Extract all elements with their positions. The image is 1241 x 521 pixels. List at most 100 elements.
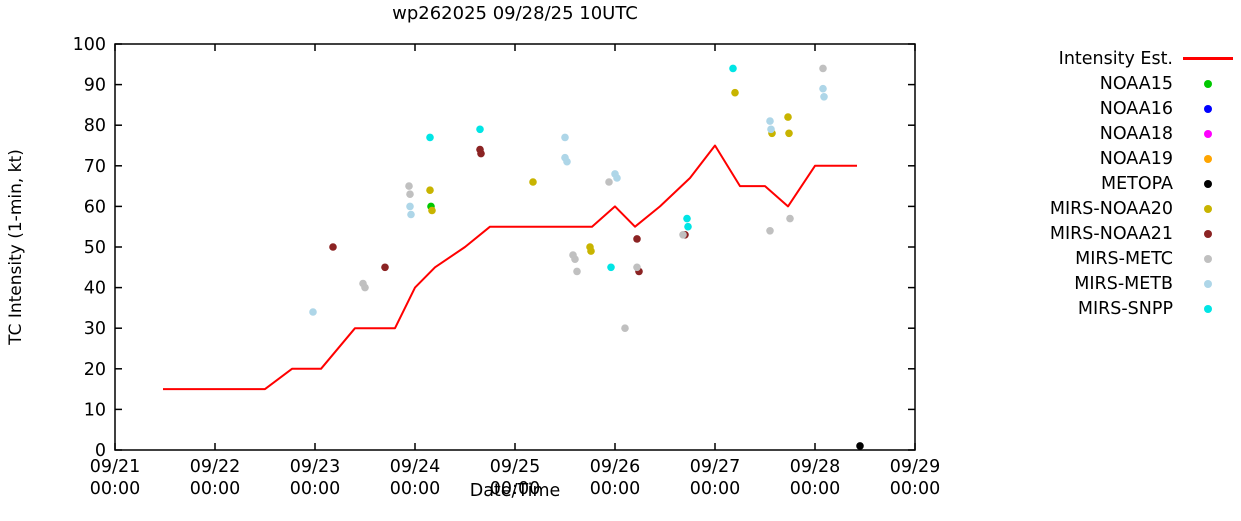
data-point-mirs-noaa20	[785, 129, 793, 138]
legend-dot-icon	[1183, 304, 1233, 313]
y-tick-label: 90	[84, 76, 106, 96]
x-tick-label: 00:00	[690, 479, 740, 499]
data-point-mirs-metc	[679, 231, 687, 239]
data-point-mirs-metb	[767, 125, 775, 134]
legend-label: MIRS-METC	[1075, 248, 1173, 269]
data-point-mirs-metb	[407, 210, 415, 219]
data-point-mirs-metc	[819, 64, 827, 73]
data-point-mirs-noaa21	[477, 149, 485, 158]
x-tick-label: 09/21	[90, 457, 140, 477]
data-point-mirs-metb	[766, 117, 774, 125]
legend-dot-icon	[1183, 229, 1233, 238]
data-point-mirs-metc	[406, 190, 414, 198]
legend-label: NOAA15	[1099, 73, 1173, 94]
data-point-mirs-metb	[309, 308, 317, 316]
legend-item-metopa: METOPA	[1050, 171, 1233, 196]
x-tick-label: 09/27	[690, 457, 740, 477]
x-tick-label: 00:00	[790, 479, 840, 499]
data-point-metopa	[856, 442, 864, 450]
data-point-mirs-noaa20	[784, 113, 792, 121]
y-tick-label: 10	[84, 400, 106, 420]
legend-item-mirs-metb: MIRS-METB	[1050, 271, 1233, 296]
x-tick-label: 09/25	[490, 457, 540, 477]
legend-dot-icon	[1183, 254, 1233, 263]
legend-label: NOAA18	[1099, 123, 1173, 144]
chart-title: wp262025 09/28/25 10UTC	[392, 3, 638, 24]
legend-item-noaa18: NOAA18	[1050, 121, 1233, 146]
legend-dot-icon	[1183, 154, 1233, 163]
x-tick-label: 00:00	[590, 479, 640, 499]
legend-item-mirs-noaa21: MIRS-NOAA21	[1050, 221, 1233, 246]
data-point-mirs-snpp	[607, 263, 615, 272]
data-point-mirs-metc	[633, 263, 641, 272]
data-point-mirs-noaa20	[529, 178, 537, 186]
legend-label: MIRS-NOAA20	[1049, 198, 1173, 219]
y-tick-label: 70	[84, 157, 106, 177]
data-point-mirs-noaa21	[381, 263, 389, 272]
data-point-mirs-metb	[613, 174, 621, 182]
legend-item-mirs-metc: MIRS-METC	[1050, 246, 1233, 271]
y-tick-label: 80	[84, 116, 106, 136]
legend-line-sample-icon	[1183, 57, 1233, 60]
data-point-mirs-metc	[405, 182, 413, 190]
legend-item-intensity-est-: Intensity Est.	[1050, 46, 1233, 71]
y-axis-label: TC Intensity (1-min, kt)	[6, 149, 26, 345]
data-point-mirs-metb	[563, 157, 571, 166]
legend-item-noaa15: NOAA15	[1050, 71, 1233, 96]
legend-label: MIRS-METB	[1074, 273, 1173, 294]
data-point-mirs-metb	[406, 202, 414, 211]
legend-dot-icon	[1183, 79, 1233, 88]
x-tick-label: 09/24	[390, 457, 440, 477]
x-tick-label: 00:00	[290, 479, 340, 499]
data-point-mirs-metc	[605, 178, 613, 186]
data-point-mirs-noaa20	[587, 247, 595, 255]
data-point-mirs-metc	[571, 255, 579, 263]
legend-item-mirs-noaa20: MIRS-NOAA20	[1050, 196, 1233, 221]
data-point-mirs-snpp	[729, 64, 737, 73]
data-point-mirs-metc	[766, 227, 774, 235]
x-axis-label: Date/Time	[469, 481, 561, 501]
y-tick-label: 0	[95, 441, 106, 461]
legend-dot-icon	[1183, 204, 1233, 213]
y-tick-label: 100	[73, 35, 106, 55]
x-tick-label: 09/29	[890, 457, 940, 477]
legend-label: NOAA19	[1099, 148, 1173, 169]
legend-label: Intensity Est.	[1058, 48, 1173, 69]
y-tick-label: 50	[84, 238, 106, 258]
legend-label: MIRS-SNPP	[1077, 298, 1173, 319]
data-point-mirs-noaa20	[428, 206, 436, 215]
data-point-mirs-noaa20	[426, 186, 434, 194]
data-point-mirs-snpp	[476, 125, 484, 134]
data-point-mirs-noaa21	[329, 243, 337, 251]
x-tick-label: 00:00	[390, 479, 440, 499]
legend-dot-icon	[1183, 104, 1233, 113]
series-line-intensity-est-	[163, 144, 857, 391]
y-tick-label: 20	[84, 360, 106, 380]
data-point-mirs-metb	[820, 93, 828, 101]
y-tick-label: 30	[84, 319, 106, 339]
data-point-mirs-snpp	[684, 222, 692, 231]
data-point-mirs-metc	[361, 283, 369, 292]
x-tick-label: 00:00	[890, 479, 940, 499]
x-tick-label: 09/22	[190, 457, 240, 477]
legend-label: METOPA	[1100, 173, 1173, 194]
data-point-mirs-metb	[561, 133, 569, 142]
x-tick-label: 09/23	[290, 457, 340, 477]
x-tick-label: 09/28	[790, 457, 840, 477]
legend-label: NOAA16	[1099, 98, 1173, 119]
legend-dot-icon	[1183, 179, 1233, 188]
data-point-mirs-snpp	[683, 214, 691, 223]
x-tick-label: 00:00	[90, 479, 140, 499]
legend-dot-icon	[1183, 129, 1233, 138]
x-tick-label: 09/26	[590, 457, 640, 477]
data-point-mirs-metc	[573, 267, 581, 276]
data-point-mirs-noaa20	[731, 88, 739, 97]
y-tick-label: 40	[84, 279, 106, 299]
legend-label: MIRS-NOAA21	[1049, 223, 1173, 244]
legend-item-mirs-snpp: MIRS-SNPP	[1050, 296, 1233, 321]
legend-item-noaa16: NOAA16	[1050, 96, 1233, 121]
legend-dot-icon	[1183, 279, 1233, 288]
data-point-mirs-metc	[786, 214, 794, 223]
legend-item-noaa19: NOAA19	[1050, 146, 1233, 171]
